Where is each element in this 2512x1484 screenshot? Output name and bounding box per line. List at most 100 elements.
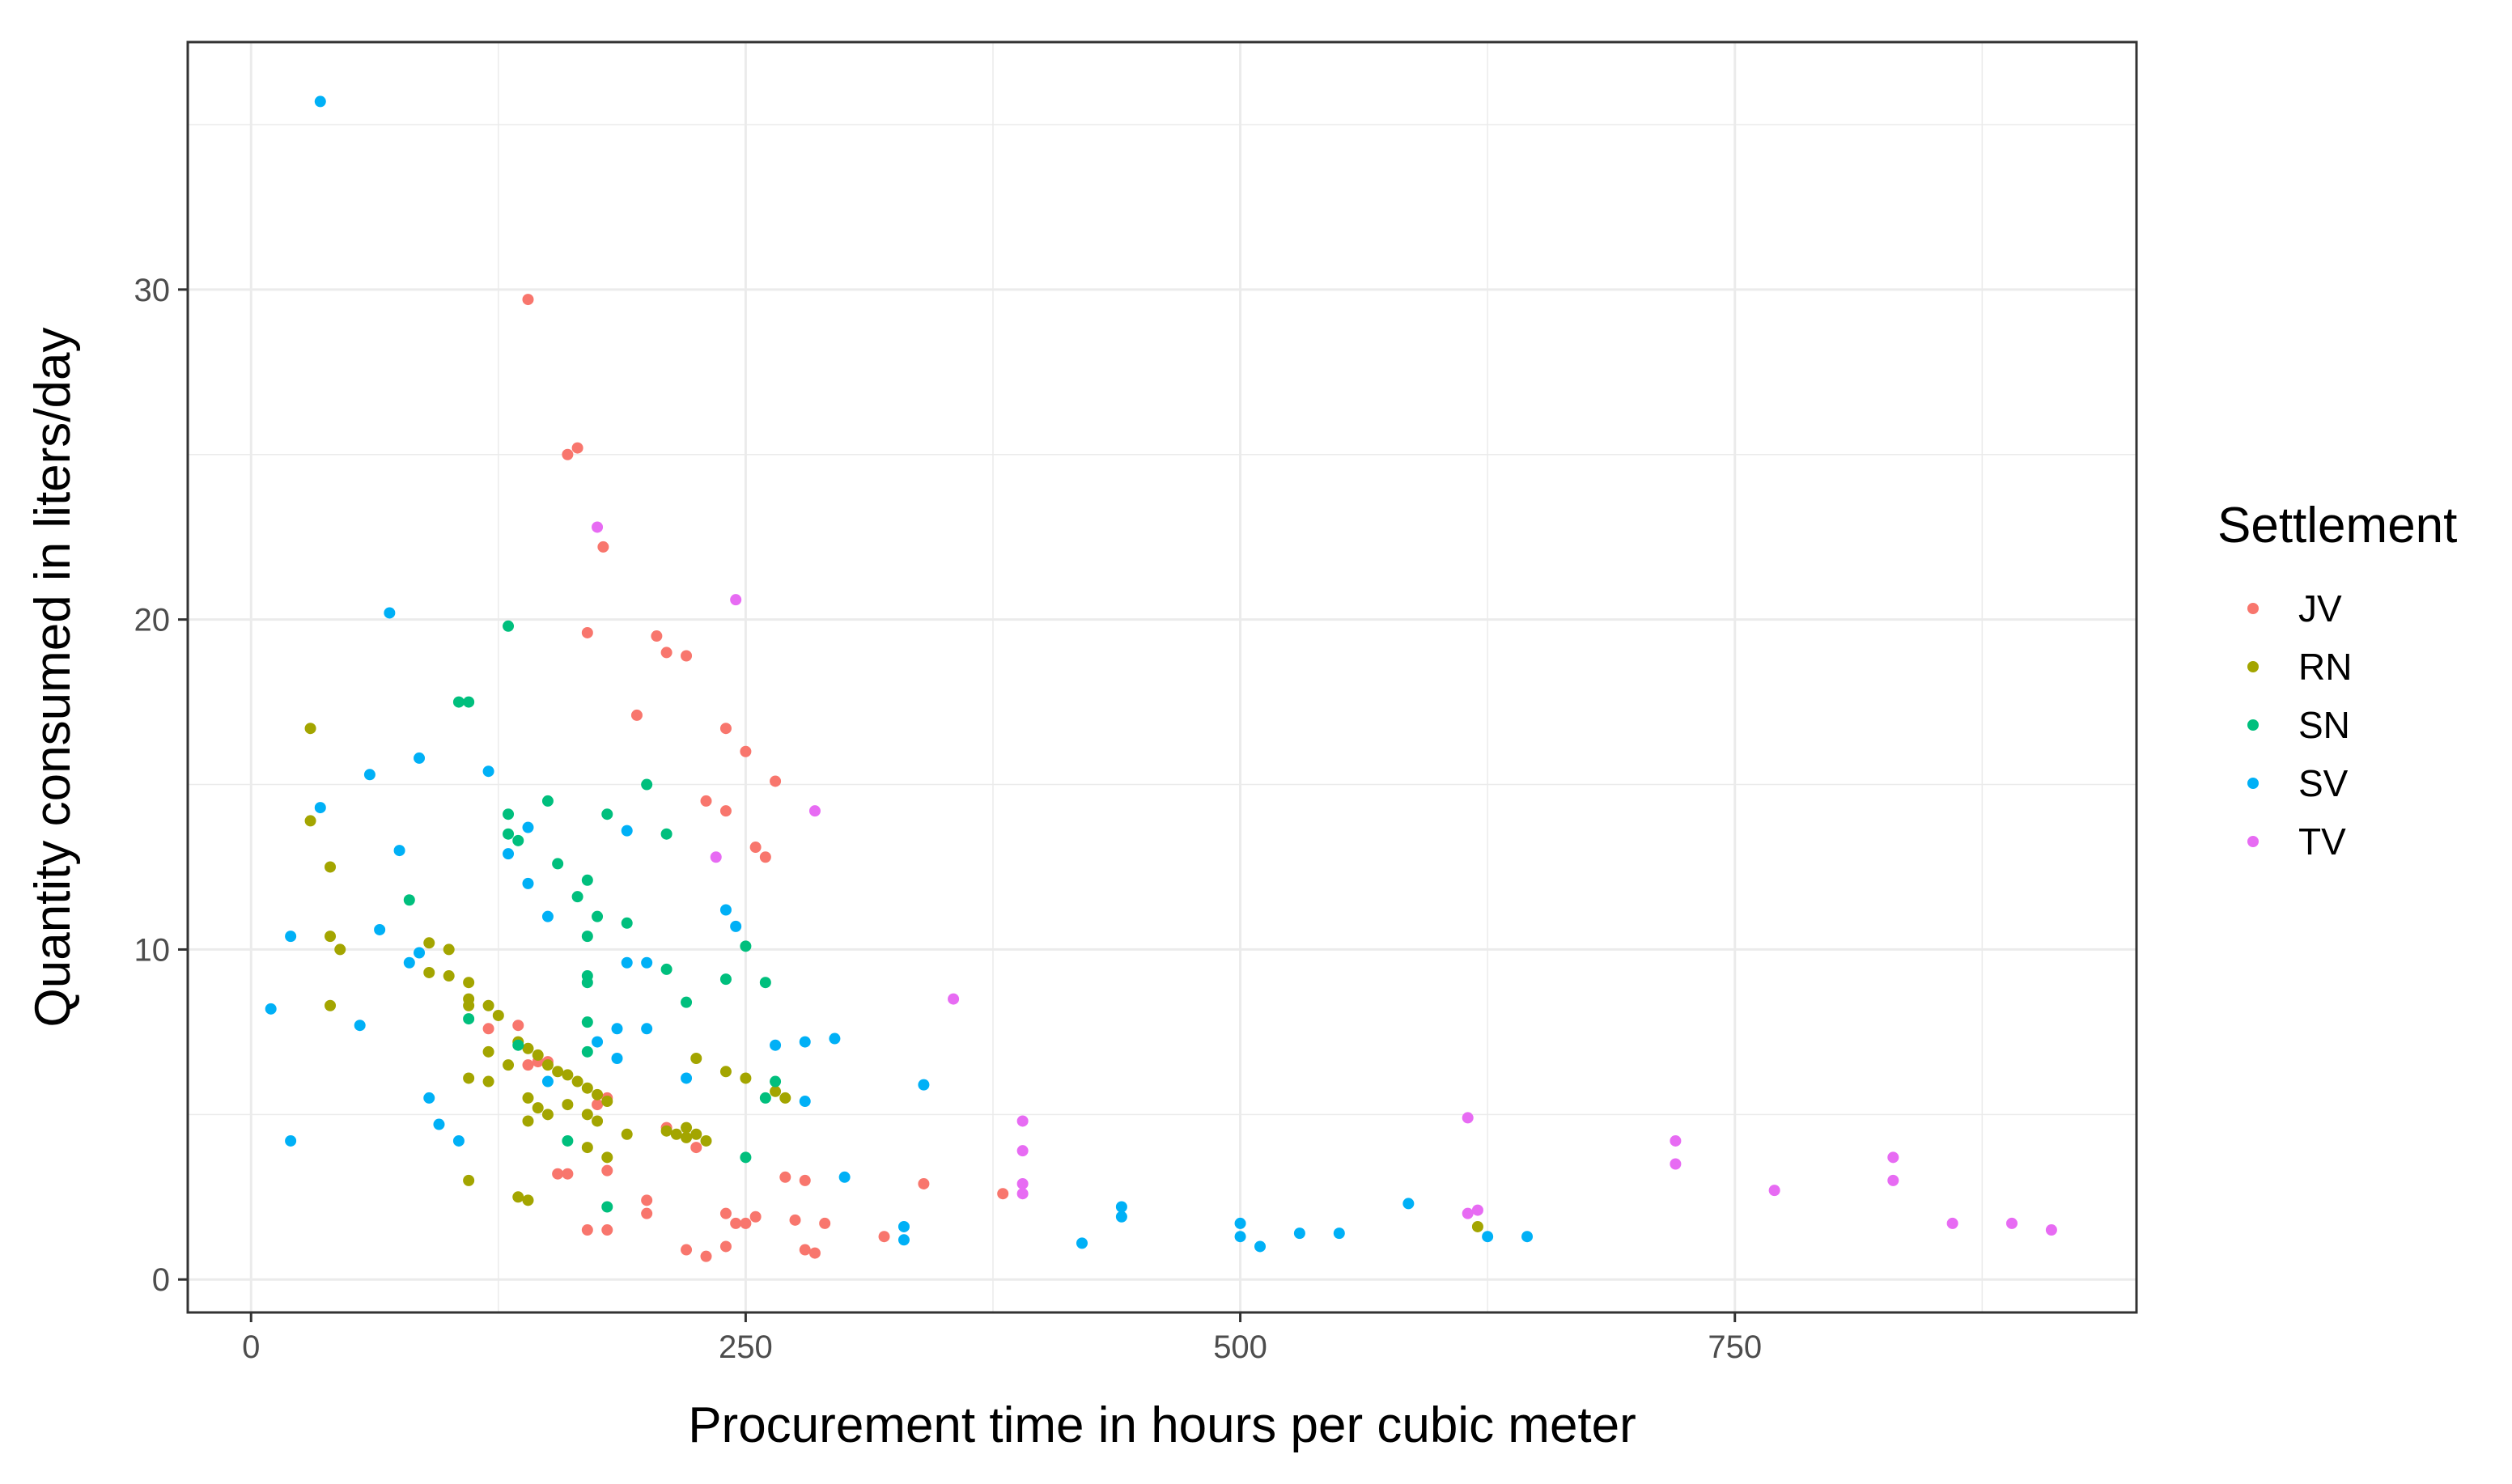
data-point [512,1191,524,1203]
series-jv [482,294,1009,1262]
legend-item-rn: RN [2247,646,2352,688]
data-point [681,650,693,662]
data-point [592,1099,604,1111]
data-point [1333,1227,1345,1240]
data-point [611,1023,623,1035]
data-point [1016,1145,1029,1157]
data-point [592,910,604,922]
data-point [770,1085,782,1097]
data-point [719,973,732,986]
data-point [1768,1185,1780,1197]
y-tick-label: 30 [134,273,171,308]
data-point [730,594,742,606]
data-point [1521,1231,1534,1243]
y-tick-label: 0 [152,1262,170,1298]
data-point [601,1151,613,1164]
legend-key [2247,836,2259,847]
data-point [325,861,337,873]
data-point [512,1039,524,1051]
data-point [660,963,673,975]
y-tick-label: 20 [134,603,171,638]
data-point [423,966,435,978]
y-tick-label: 10 [134,932,171,968]
data-point [681,1131,693,1143]
data-point [463,1072,475,1084]
data-point [759,977,771,989]
data-point [452,1134,465,1147]
data-point [1462,1112,1474,1124]
data-point [354,1020,366,1032]
data-point [819,1217,831,1229]
legend-key [2247,603,2259,614]
data-point [641,1023,653,1035]
legend-label: SN [2298,704,2350,746]
data-point [719,904,732,916]
data-point [719,723,732,735]
x-tick-label: 250 [719,1329,773,1365]
data-point [285,1134,297,1147]
data-point [304,723,316,735]
x-tick-label: 500 [1213,1329,1267,1365]
data-point [660,1125,673,1137]
data-point [948,993,960,1005]
data-point [770,1075,782,1088]
data-point [799,1174,811,1186]
data-point [363,769,376,781]
data-point [522,1194,534,1206]
data-point [503,848,515,860]
data-point [482,1075,494,1088]
y-axis: 0 10 20 30 [134,273,188,1298]
data-point [1016,1115,1029,1127]
data-point [592,1115,604,1127]
data-point [681,996,693,1008]
data-point [1471,1204,1483,1216]
data-point [749,1211,762,1223]
data-point [503,828,515,840]
data-point [581,1045,593,1058]
data-point [314,802,326,814]
data-point [334,943,346,956]
data-point [2005,1217,2018,1229]
data-point [1293,1227,1305,1240]
data-point [463,696,475,708]
data-point [503,620,515,632]
series-rn [304,723,1483,1232]
data-point [522,821,534,833]
data-point [433,1118,445,1130]
data-point [562,1069,574,1081]
data-point [532,1049,544,1061]
data-point [740,745,752,757]
data-point [482,1023,494,1035]
plot-panel-border [186,40,2138,1314]
data-point [304,815,316,827]
x-axis: 0 250 500 750 [242,1312,1762,1365]
data-point [592,1088,604,1100]
data-point [878,1231,890,1243]
data-point [541,910,554,922]
data-point [562,1134,574,1147]
data-point [285,931,297,943]
data-point [779,1092,791,1104]
data-point [690,1142,702,1154]
data-point [621,956,633,969]
data-point [571,1075,583,1088]
data-point [1076,1237,1088,1249]
data-point [740,1217,752,1229]
data-point [601,1164,613,1177]
legend-item-sv: SV [2247,762,2349,804]
x-tick-label: 0 [242,1329,260,1365]
data-point [740,1072,752,1084]
data-point [897,1220,910,1232]
data-point [918,1177,930,1189]
data-point [571,891,583,903]
data-point [482,999,494,1011]
data-point [2045,1224,2057,1236]
data-point [808,1247,821,1259]
data-point [641,1194,653,1206]
data-point [1234,1231,1246,1243]
legend-item-sn: SN [2247,704,2350,746]
major-gridlines [188,42,2136,1312]
legend-title: Settlement [2217,498,2457,553]
data-point [1016,1188,1029,1200]
